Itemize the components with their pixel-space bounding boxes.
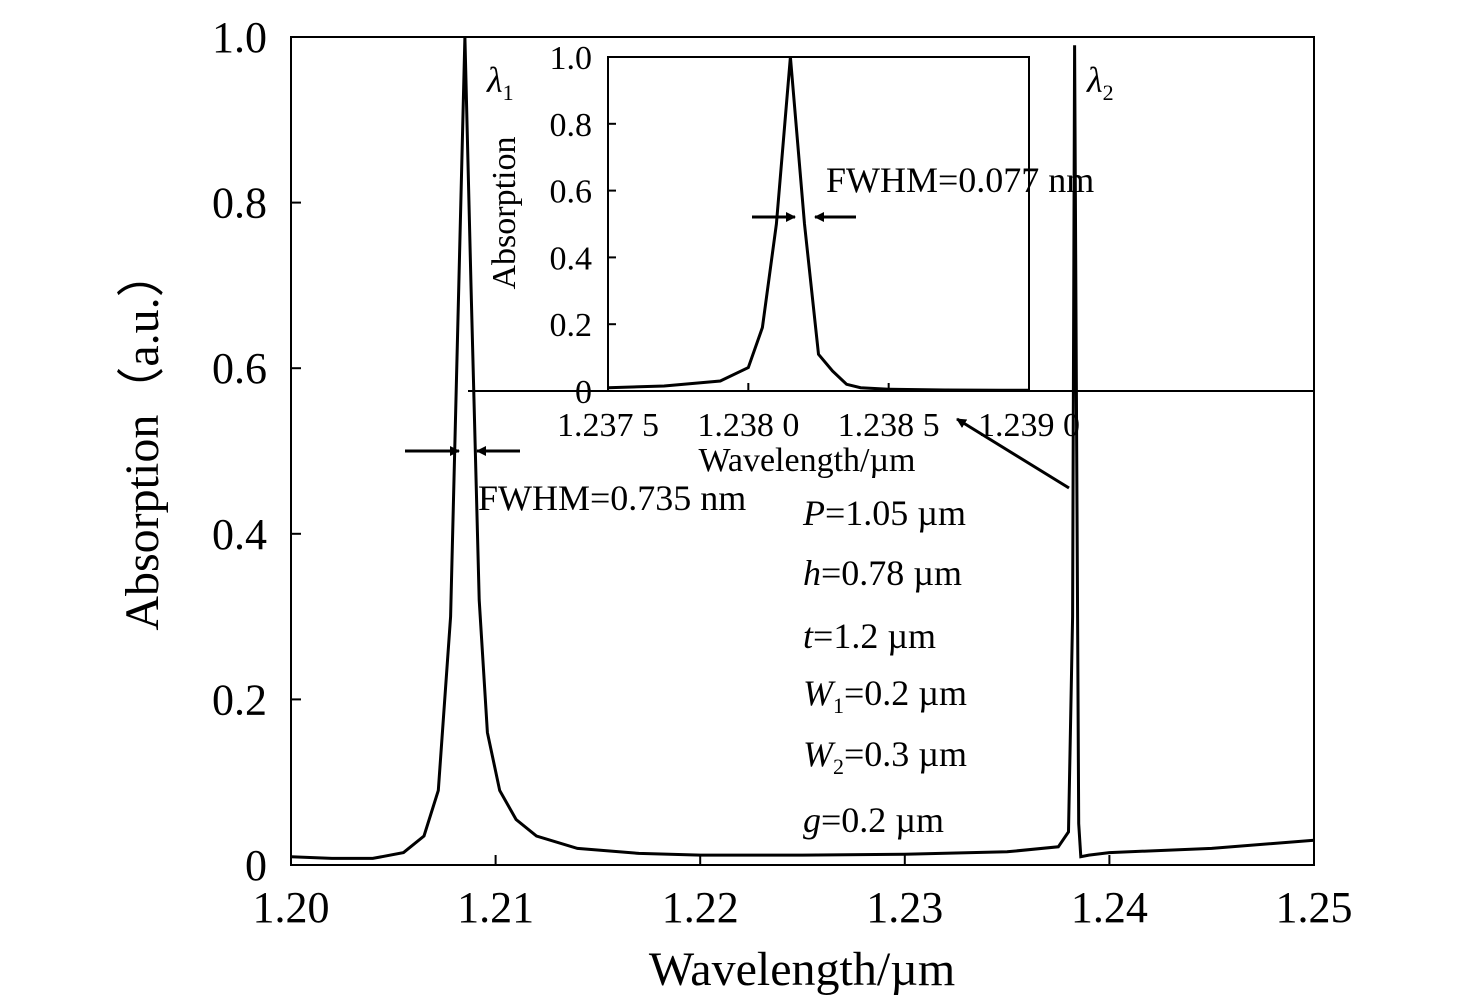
parameter-variable: h bbox=[803, 553, 821, 593]
inset-y-axis-title: Absorption bbox=[486, 137, 523, 290]
inset-x-tick-label: 1.238 0 bbox=[697, 407, 799, 444]
parameter-value: =0.3 µm bbox=[844, 734, 967, 774]
parameter-value: =0.2 µm bbox=[821, 800, 944, 840]
parameter-subscript: 1 bbox=[833, 693, 844, 718]
peak2-label: λ2 bbox=[1086, 60, 1114, 105]
main-y-tick-label: 0.6 bbox=[212, 344, 267, 393]
inset-x-ticks: 1.237 5 1.238 0 1.238 5 1.239 0 bbox=[557, 383, 1080, 444]
parameter-item: W1=0.2 µm bbox=[803, 673, 967, 718]
inset-y-tick-label: 0.4 bbox=[550, 240, 593, 277]
inset-plot-frame bbox=[607, 56, 1030, 392]
main-y-axis-title: Absorption（a.u.） bbox=[116, 249, 169, 630]
parameter-subscript: 2 bbox=[833, 754, 844, 779]
peak1-label: λ1 bbox=[486, 60, 514, 105]
inset-y-tick-label: 0.2 bbox=[550, 307, 593, 344]
main-y-tick-label: 0.2 bbox=[212, 675, 267, 724]
main-y-tick-label: 0.8 bbox=[212, 179, 267, 228]
inset-y-tick-label: 0.8 bbox=[550, 107, 593, 144]
parameter-value: =1.2 µm bbox=[813, 616, 936, 656]
inset-x-tick-label: 1.239 0 bbox=[978, 407, 1080, 444]
parameter-value: =1.05 µm bbox=[825, 493, 966, 533]
inset-series-line bbox=[607, 56, 1029, 392]
inset-x-tick-label: 1.237 5 bbox=[557, 407, 659, 444]
parameter-item: g=0.2 µm bbox=[803, 800, 944, 840]
main-x-ticks: 1.20 1.21 1.22 1.23 1.24 1.25 bbox=[253, 855, 1353, 932]
parameter-variable: g bbox=[803, 800, 821, 840]
inset-fwhm-label: FWHM=0.077 nm bbox=[826, 160, 1094, 200]
inset-y-tick-label: 0.6 bbox=[550, 174, 593, 211]
main-series-line bbox=[290, 36, 1315, 860]
main-plot-frame bbox=[290, 36, 1315, 866]
main-fwhm-label: FWHM=0.735 nm bbox=[478, 478, 746, 518]
main-y-tick-label: 0.4 bbox=[212, 510, 267, 559]
parameter-item: W2=0.3 µm bbox=[803, 734, 967, 779]
main-x-tick-label: 1.23 bbox=[866, 883, 943, 932]
inset-y-tick-label: 1.0 bbox=[550, 40, 593, 77]
parameter-item: P=1.05 µm bbox=[802, 493, 966, 533]
main-x-axis-title: Wavelength/µm bbox=[649, 943, 955, 996]
parameter-item: h=0.78 µm bbox=[803, 553, 962, 593]
inset-y-ticks: 0 0.2 0.4 0.6 0.8 1.0 bbox=[550, 40, 616, 411]
main-x-tick-label: 1.21 bbox=[457, 883, 534, 932]
parameter-variable: P bbox=[802, 493, 825, 533]
parameter-value: =0.2 µm bbox=[844, 673, 967, 713]
main-x-tick-label: 1.22 bbox=[662, 883, 739, 932]
main-y-tick-label: 1.0 bbox=[212, 13, 267, 62]
inset-pointer-arrow bbox=[956, 417, 1070, 490]
main-x-tick-label: 1.20 bbox=[253, 883, 330, 932]
main-x-tick-label: 1.25 bbox=[1276, 883, 1353, 932]
parameter-variable: W bbox=[803, 734, 836, 774]
main-y-ticks: 0 0.2 0.4 0.6 0.8 1.0 bbox=[212, 13, 301, 890]
main-y-tick-label: 0 bbox=[245, 841, 267, 890]
inset-x-tick-label: 1.238 5 bbox=[838, 407, 940, 444]
parameter-value: =0.78 µm bbox=[821, 553, 962, 593]
parameter-variable: t bbox=[803, 616, 814, 656]
parameter-variable: W bbox=[803, 673, 836, 713]
inset-y-tick-label: 0 bbox=[575, 374, 592, 411]
main-x-tick-label: 1.24 bbox=[1071, 883, 1148, 932]
inset-x-axis-title: Wavelength/µm bbox=[698, 442, 915, 479]
parameter-item: t=1.2 µm bbox=[803, 616, 936, 656]
